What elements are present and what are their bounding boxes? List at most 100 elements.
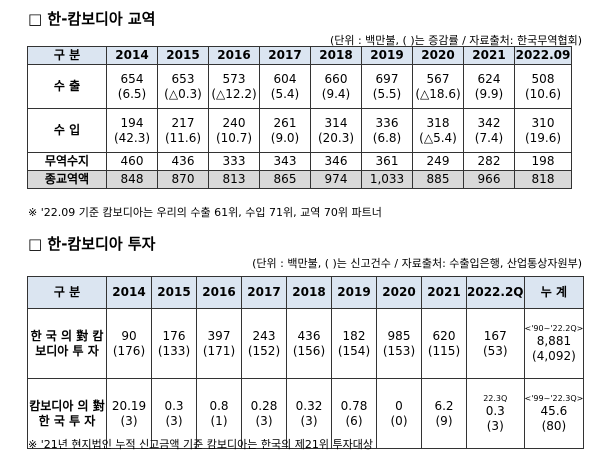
value-cell: 436 (156): [286, 308, 332, 379]
cell-text: 436: [297, 328, 321, 343]
value-cell: 885: [412, 170, 464, 189]
header-cell: 2019: [361, 46, 413, 65]
value-cell: 818: [514, 170, 572, 189]
data-table: 구 분 2014 2015 2016 2017 2018 2019 2020 2021 2022.…: [27, 46, 572, 189]
header-row: 구 분 2014 2015 2016 2017 2018 2019 2020 2021 2022.…: [27, 276, 585, 309]
header-cell: 구 분: [27, 276, 107, 309]
value-cell: 870: [157, 170, 209, 189]
value-cell: 194 (42.3): [106, 108, 158, 153]
value-cell: 314 (20.3): [310, 108, 362, 153]
value-cell: 333: [208, 152, 260, 171]
cell-text: (6.5): [117, 86, 147, 101]
footnote: ※ '21년 현지법인 누적 신고금액 기준 캄보디아는 한국의 제21위 투자…: [28, 438, 373, 451]
section-title: □ 한-캄보디아 교역: [28, 10, 156, 28]
table-row: 무역수지 460 436 333 343 346 361 249 282 198: [27, 152, 572, 171]
value-cell: 865: [259, 170, 311, 189]
cell-text: 848: [120, 172, 144, 186]
cell-text: 573: [222, 71, 246, 86]
cell-text: (154): [337, 343, 371, 358]
cell-text: 460: [120, 154, 144, 168]
cell-text: 974: [324, 172, 348, 186]
cell-text: 0: [395, 398, 403, 413]
cell-text: (152): [247, 343, 281, 358]
cell-text: (6): [345, 413, 363, 428]
value-cell: 282: [463, 152, 515, 171]
table-row: 캄보디아 의 對 한 국 투 자 20.19 (3) 0.3 (3) 0.8 (1) 0.28…: [27, 378, 585, 449]
cell-text: 240: [222, 115, 246, 130]
cell-text: 654: [120, 71, 144, 86]
value-cell: 0.8 (1): [196, 378, 242, 449]
cell-text: 624: [477, 71, 501, 86]
cell-text: 620: [432, 328, 456, 343]
cell-text: (3): [165, 413, 183, 428]
cell-text: 6.2: [434, 398, 454, 413]
value-cell: 318 (△5.4): [412, 108, 464, 153]
value-cell: 261 (9.0): [259, 108, 311, 153]
row-label: 캄보디아 의 對 한 국 투 자: [27, 378, 107, 449]
cell-text: 865: [273, 172, 297, 186]
cell-text: (20.3): [317, 130, 355, 145]
value-cell: 343: [259, 152, 311, 171]
value-cell: 182 (154): [331, 308, 377, 379]
cell-text: 653: [171, 71, 195, 86]
cell-text: (11.6): [164, 130, 202, 145]
cell-text: 310: [531, 115, 555, 130]
cell-text: 198: [531, 154, 555, 168]
cell-text: (9.9): [474, 86, 504, 101]
value-cell: 167 (53): [466, 308, 525, 379]
cell-text: (7.4): [474, 130, 504, 145]
header-cell: 2016: [208, 46, 260, 65]
cell-text: (9.0): [270, 130, 300, 145]
cell-text: 282: [477, 154, 501, 168]
cell-text: (5.5): [372, 86, 402, 101]
cell-text: 342: [477, 115, 501, 130]
cell-text: 346: [324, 154, 348, 168]
cell-text: (3): [255, 413, 273, 428]
value-cell: 460: [106, 152, 158, 171]
value-cell: 567 (△18.6): [412, 64, 464, 109]
header-cell: 2015: [157, 46, 209, 65]
cell-text: 697: [375, 71, 399, 86]
value-cell: 6.2 (9): [421, 378, 467, 449]
cell-text: 985: [387, 328, 411, 343]
cell-text: 314: [324, 115, 348, 130]
value-cell: 660 (9.4): [310, 64, 362, 109]
cell-text: 436: [171, 154, 195, 168]
cell-text: (80): [541, 418, 567, 433]
cell-text: 0.3: [485, 403, 505, 418]
value-cell: 0.28 (3): [241, 378, 287, 449]
cell-text: (53): [482, 343, 508, 358]
cell-text: 361: [375, 154, 399, 168]
value-cell: 0 (0): [376, 378, 422, 449]
value-cell: 697 (5.5): [361, 64, 413, 109]
section-title: □ 한-캄보디아 투자: [28, 235, 156, 253]
cell-text: 8,881: [536, 333, 572, 348]
cell-text: 604: [273, 71, 297, 86]
cell-text: 0.28: [250, 398, 278, 413]
cell-text: (156): [292, 343, 326, 358]
cell-text: 1,033: [369, 172, 405, 186]
header-cell: 2021: [421, 276, 467, 309]
header-cell: 2018: [286, 276, 332, 309]
cell-text: (△18.6): [415, 86, 461, 101]
cell-text: 45.6: [540, 403, 568, 418]
cell-text: (10.6): [524, 86, 562, 101]
cell-text: 813: [222, 172, 246, 186]
header-cell: 2017: [259, 46, 311, 65]
cell-text: (42.3): [113, 130, 151, 145]
value-cell: 217 (11.6): [157, 108, 209, 153]
header-cell: 2020: [412, 46, 464, 65]
header-cell: 누 계: [523, 276, 585, 309]
value-cell: 620 (115): [421, 308, 467, 379]
header-cell: 2015: [151, 276, 197, 309]
header-cell: 2014: [106, 276, 152, 309]
value-cell: 624 (9.9): [463, 64, 515, 109]
cell-text: 0.3: [164, 398, 184, 413]
header-cell: 2020: [376, 276, 422, 309]
header-cell: 2017: [241, 276, 287, 309]
cell-text: (△0.3): [164, 86, 202, 101]
value-cell: 436: [157, 152, 209, 171]
cell-text: 20.19: [111, 398, 147, 413]
cell-text: (115): [427, 343, 461, 358]
cell-text: 567: [426, 71, 450, 86]
